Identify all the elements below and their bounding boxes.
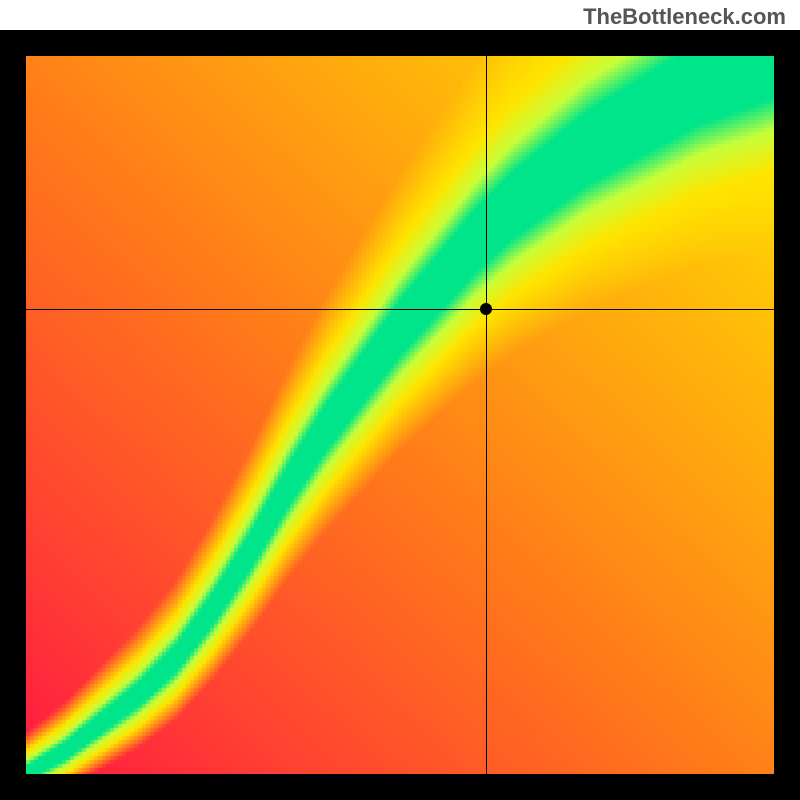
crosshair-horizontal bbox=[26, 309, 774, 310]
crosshair-vertical bbox=[486, 56, 487, 774]
crosshair-marker bbox=[480, 303, 492, 315]
plot-frame bbox=[0, 30, 800, 800]
chart-container: TheBottleneck.com bbox=[0, 0, 800, 800]
plot-area bbox=[26, 56, 774, 774]
heatmap-canvas bbox=[26, 56, 774, 774]
attribution-label: TheBottleneck.com bbox=[583, 4, 786, 30]
